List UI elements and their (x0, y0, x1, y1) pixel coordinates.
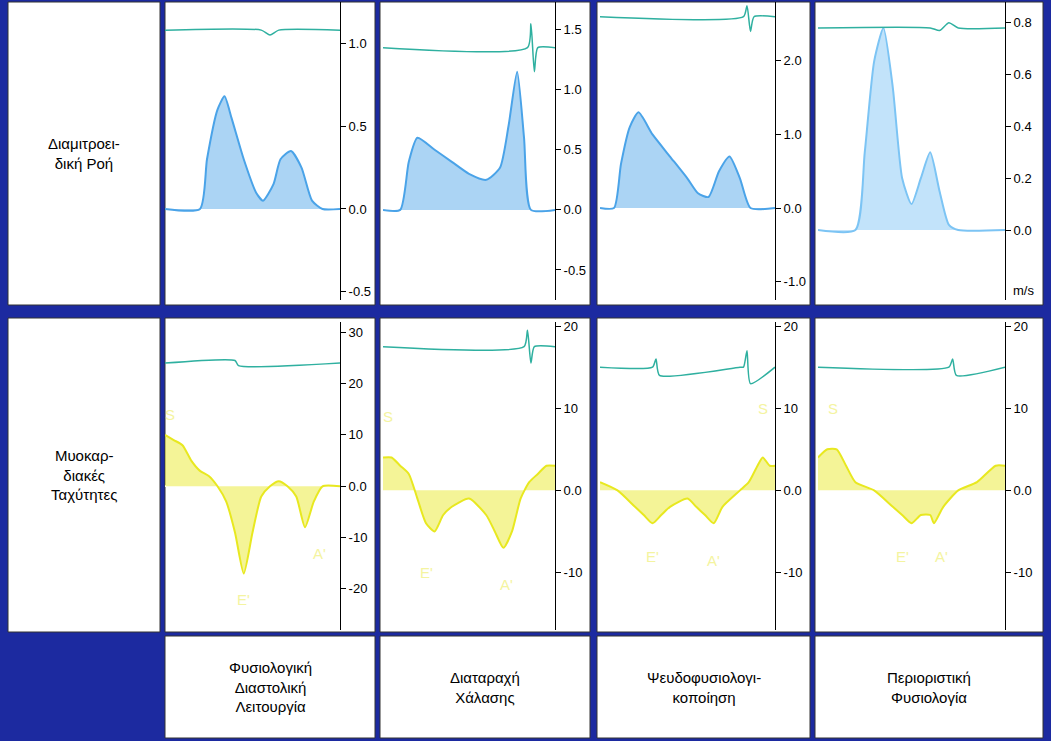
svg-text:0.8: 0.8 (1014, 15, 1032, 30)
svg-text:10: 10 (349, 427, 363, 442)
svg-text:2.0: 2.0 (784, 53, 802, 68)
svg-text:0.5: 0.5 (564, 142, 582, 157)
svg-text:1.5: 1.5 (564, 22, 582, 37)
svg-text:1.0: 1.0 (784, 127, 802, 142)
svg-text:-0.5: -0.5 (564, 263, 586, 278)
svg-text:-10: -10 (349, 530, 368, 545)
svg-text:10: 10 (784, 401, 798, 416)
svg-text:A': A' (707, 552, 720, 569)
svg-text:S: S (383, 408, 393, 425)
svg-text:0.0: 0.0 (784, 483, 802, 498)
svg-text:A': A' (500, 576, 513, 593)
svg-text:S: S (165, 406, 175, 423)
svg-text:0.0: 0.0 (349, 201, 367, 216)
svg-text:0.0: 0.0 (1014, 223, 1032, 238)
svg-text:m/s: m/s (1013, 283, 1034, 298)
svg-text:A': A' (935, 548, 948, 565)
svg-text:E': E' (420, 564, 433, 581)
svg-text:0.0: 0.0 (784, 201, 802, 216)
svg-text:ΠεριοριστικήΦυσιολογία: ΠεριοριστικήΦυσιολογία (887, 669, 971, 706)
svg-text:Διαμιτροει-δική Ροή: Διαμιτροει-δική Ροή (48, 135, 120, 172)
svg-text:20: 20 (1014, 319, 1028, 334)
svg-text:0.0: 0.0 (349, 479, 367, 494)
svg-text:-0.5: -0.5 (349, 284, 371, 299)
svg-text:-10: -10 (1014, 565, 1033, 580)
svg-text:S: S (758, 400, 768, 417)
svg-text:0.4: 0.4 (1014, 119, 1032, 134)
svg-text:20: 20 (564, 319, 578, 334)
svg-text:E': E' (896, 548, 909, 565)
svg-text:1.0: 1.0 (564, 82, 582, 97)
svg-text:30: 30 (349, 325, 363, 340)
svg-text:20: 20 (349, 376, 363, 391)
svg-text:-20: -20 (349, 581, 368, 596)
svg-text:E': E' (237, 591, 250, 608)
svg-text:ΔιαταραχήΧάλασης: ΔιαταραχήΧάλασης (450, 669, 520, 706)
svg-text:0.6: 0.6 (1014, 67, 1032, 82)
svg-text:0.2: 0.2 (1014, 171, 1032, 186)
svg-text:ΦυσιολογικήΔιαστολικήΛειτουργί: ΦυσιολογικήΔιαστολικήΛειτουργία (229, 659, 312, 715)
svg-text:0.5: 0.5 (349, 119, 367, 134)
svg-text:E': E' (646, 548, 659, 565)
svg-text:Μυοκαρ-διακέςΤαχύτητες: Μυοκαρ-διακέςΤαχύτητες (51, 447, 117, 503)
svg-text:-10: -10 (784, 565, 803, 580)
svg-text:20: 20 (784, 319, 798, 334)
svg-text:0.0: 0.0 (564, 483, 582, 498)
svg-text:S: S (828, 400, 838, 417)
svg-text:0.0: 0.0 (1014, 483, 1032, 498)
svg-text:1.0: 1.0 (349, 36, 367, 51)
svg-text:Ψευδοφυσιολογι-κοποίηση: Ψευδοφυσιολογι-κοποίηση (647, 669, 761, 706)
svg-text:-10: -10 (564, 565, 583, 580)
svg-text:10: 10 (1014, 401, 1028, 416)
svg-text:-1.0: -1.0 (784, 274, 806, 289)
svg-text:0.0: 0.0 (564, 202, 582, 217)
svg-text:10: 10 (564, 401, 578, 416)
svg-text:A': A' (313, 545, 326, 562)
